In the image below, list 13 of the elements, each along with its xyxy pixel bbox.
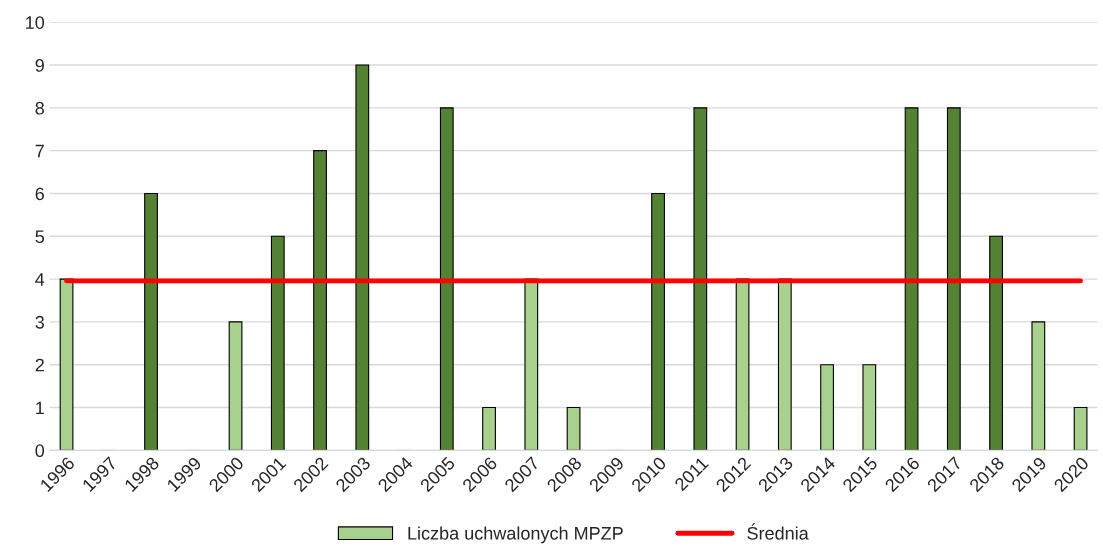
y-tick-label: 8 <box>35 101 44 115</box>
y-tick-label: 2 <box>35 358 44 372</box>
y-tick-label: 6 <box>35 187 44 201</box>
y-tick-label: 3 <box>35 315 44 329</box>
y-tick-label: 10 <box>26 16 45 29</box>
y-tick-label: 5 <box>35 230 45 244</box>
legend-label: Liczba uchwalonych MPZP <box>408 526 623 544</box>
y-tick-label: 7 <box>35 144 44 158</box>
y-tick-label: 9 <box>35 58 44 72</box>
y-tick-label: 0 <box>35 444 45 458</box>
legend-label: Średnia <box>747 523 809 540</box>
y-tick-label: 4 <box>35 273 45 286</box>
y-tick-label: 1 <box>36 401 44 415</box>
